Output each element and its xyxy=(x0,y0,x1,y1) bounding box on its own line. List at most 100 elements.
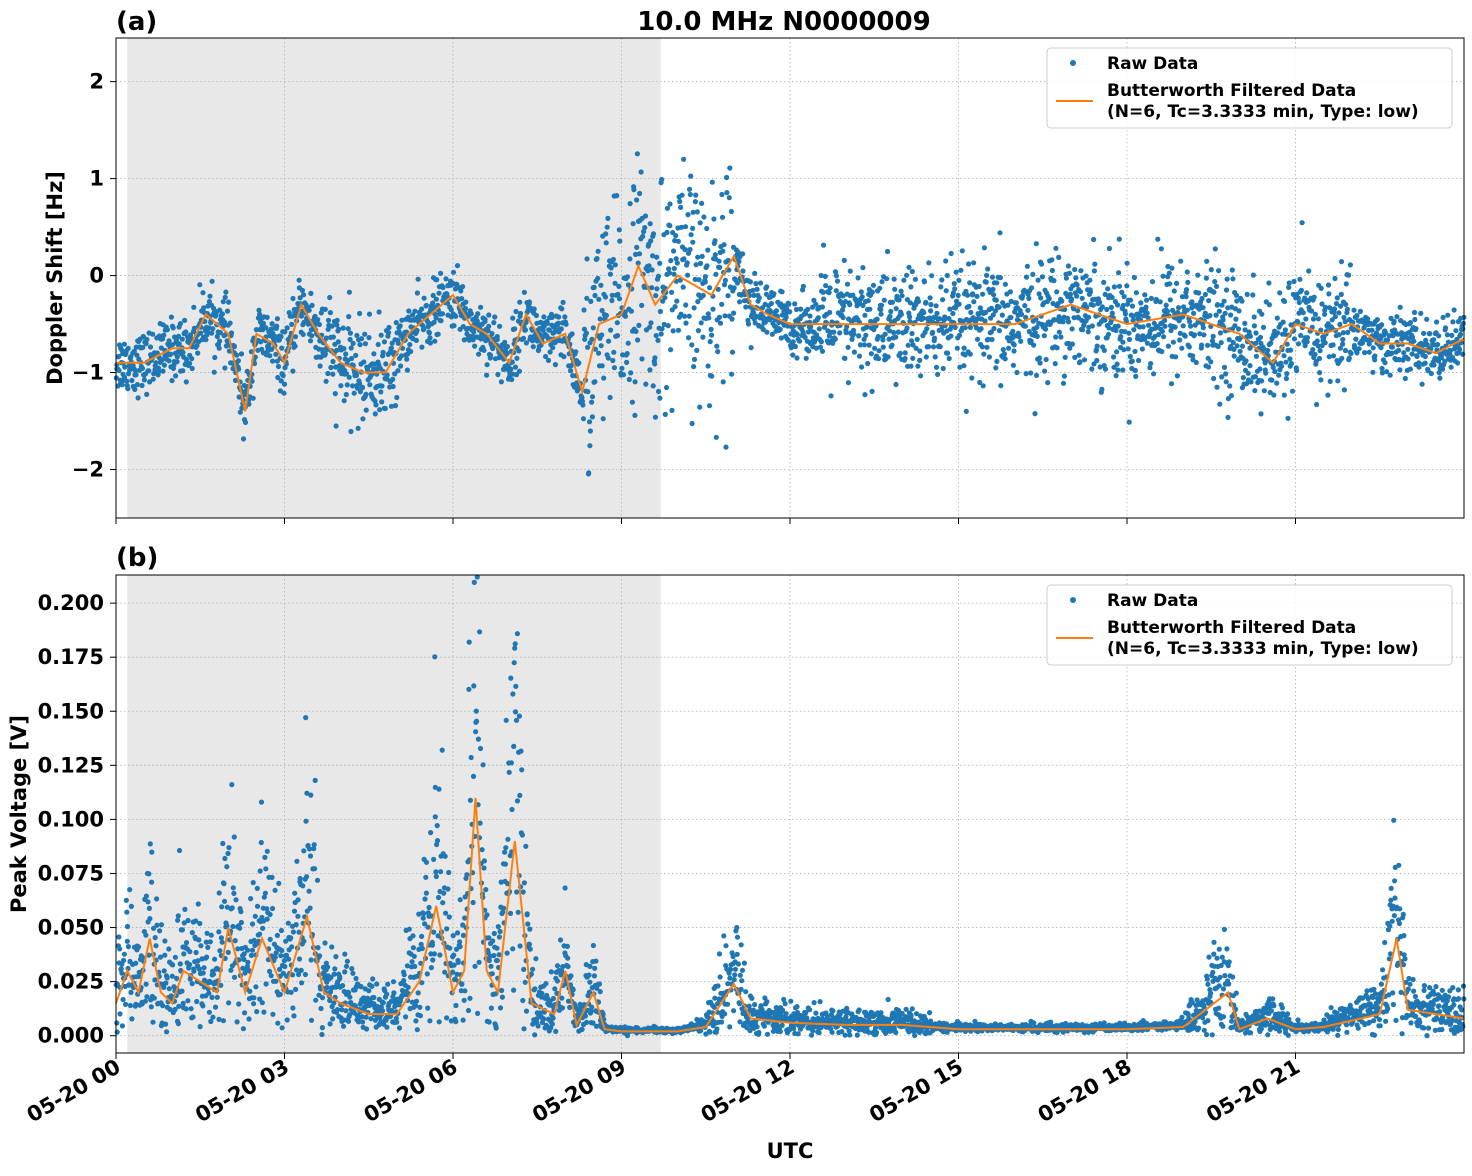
raw-data-point xyxy=(612,365,617,370)
raw-data-point xyxy=(521,1026,526,1031)
raw-data-point xyxy=(941,366,946,371)
raw-data-point xyxy=(1461,321,1466,326)
raw-data-point xyxy=(1344,281,1349,286)
raw-data-point xyxy=(628,370,633,375)
raw-data-point xyxy=(1016,334,1021,339)
raw-data-point xyxy=(900,293,905,298)
raw-data-point xyxy=(1339,356,1344,361)
raw-data-point xyxy=(525,921,530,926)
raw-data-point xyxy=(1111,354,1116,359)
raw-data-point xyxy=(325,371,330,376)
raw-data-point xyxy=(875,317,880,322)
raw-data-point xyxy=(1421,331,1426,336)
raw-data-point xyxy=(373,402,378,407)
raw-data-point xyxy=(1326,291,1331,296)
raw-data-point xyxy=(1371,345,1376,350)
raw-data-point xyxy=(899,289,904,294)
raw-data-point xyxy=(1073,275,1078,280)
raw-data-point xyxy=(658,309,663,314)
raw-data-point xyxy=(294,967,299,972)
raw-data-point xyxy=(1342,387,1347,392)
raw-data-point xyxy=(573,349,578,354)
raw-data-point xyxy=(162,938,167,943)
raw-data-point xyxy=(965,293,970,298)
raw-data-point xyxy=(841,315,846,320)
raw-data-point xyxy=(176,1021,181,1026)
raw-data-point xyxy=(223,295,228,300)
raw-data-point xyxy=(530,967,535,972)
raw-data-point xyxy=(812,1000,817,1005)
raw-data-point xyxy=(373,411,378,416)
raw-data-point xyxy=(845,282,850,287)
raw-data-point xyxy=(1064,276,1069,281)
raw-data-point xyxy=(639,303,644,308)
raw-data-point xyxy=(1124,283,1129,288)
raw-data-point xyxy=(226,1000,231,1005)
raw-data-point xyxy=(980,292,985,297)
raw-data-point xyxy=(521,967,526,972)
raw-data-point xyxy=(945,351,950,356)
raw-data-point xyxy=(908,364,913,369)
raw-data-point xyxy=(432,654,437,659)
raw-data-point xyxy=(354,373,359,378)
raw-data-point xyxy=(490,971,495,976)
raw-data-point xyxy=(648,320,653,325)
raw-data-point xyxy=(967,280,972,285)
raw-data-point xyxy=(1051,278,1056,283)
raw-data-point xyxy=(421,326,426,331)
raw-data-point xyxy=(659,177,664,182)
raw-data-point xyxy=(1223,371,1228,376)
raw-data-point xyxy=(664,230,669,235)
raw-data-point xyxy=(431,930,436,935)
raw-data-point xyxy=(701,214,706,219)
raw-data-point xyxy=(610,358,615,363)
raw-data-point xyxy=(1276,373,1281,378)
raw-data-point xyxy=(643,213,648,218)
raw-data-point xyxy=(190,1014,195,1019)
raw-data-point xyxy=(398,363,403,368)
raw-data-point xyxy=(315,945,320,950)
raw-data-point xyxy=(1112,284,1117,289)
raw-data-point xyxy=(984,273,989,278)
raw-data-point xyxy=(1431,362,1436,367)
raw-data-point xyxy=(1039,262,1044,267)
raw-data-point xyxy=(719,1019,724,1024)
raw-data-point xyxy=(1030,272,1035,277)
figure-title: 10.0 MHz N0000009 xyxy=(637,7,930,37)
raw-data-point xyxy=(592,379,597,384)
raw-data-point xyxy=(1252,323,1257,328)
raw-data-point xyxy=(149,850,154,855)
raw-data-point xyxy=(503,845,508,850)
raw-data-point xyxy=(275,1021,280,1026)
raw-data-point xyxy=(555,978,560,983)
raw-data-point xyxy=(512,326,517,331)
raw-data-point xyxy=(428,830,433,835)
raw-data-point xyxy=(690,421,695,426)
raw-data-point xyxy=(270,1012,275,1017)
raw-data-point xyxy=(608,272,613,277)
raw-data-point xyxy=(1155,341,1160,346)
raw-data-point xyxy=(791,339,796,344)
raw-data-point xyxy=(1214,284,1219,289)
raw-data-point xyxy=(650,267,655,272)
raw-data-point xyxy=(384,1025,389,1030)
raw-data-point xyxy=(1211,376,1216,381)
raw-data-point xyxy=(541,1016,546,1021)
raw-data-point xyxy=(559,326,564,331)
raw-data-point xyxy=(1318,348,1323,353)
raw-data-point xyxy=(1406,356,1411,361)
raw-data-point xyxy=(740,251,745,256)
raw-data-point xyxy=(527,299,532,304)
raw-data-point xyxy=(729,209,734,214)
raw-data-point xyxy=(480,847,485,852)
raw-data-point xyxy=(157,928,162,933)
raw-data-point xyxy=(736,961,741,966)
raw-data-point xyxy=(425,1006,430,1011)
raw-data-point xyxy=(447,914,452,919)
raw-data-point xyxy=(1294,368,1299,373)
raw-data-point xyxy=(1259,378,1264,383)
raw-data-point xyxy=(898,351,903,356)
raw-data-point xyxy=(194,950,199,955)
raw-data-point xyxy=(626,341,631,346)
raw-data-point xyxy=(707,1030,712,1035)
